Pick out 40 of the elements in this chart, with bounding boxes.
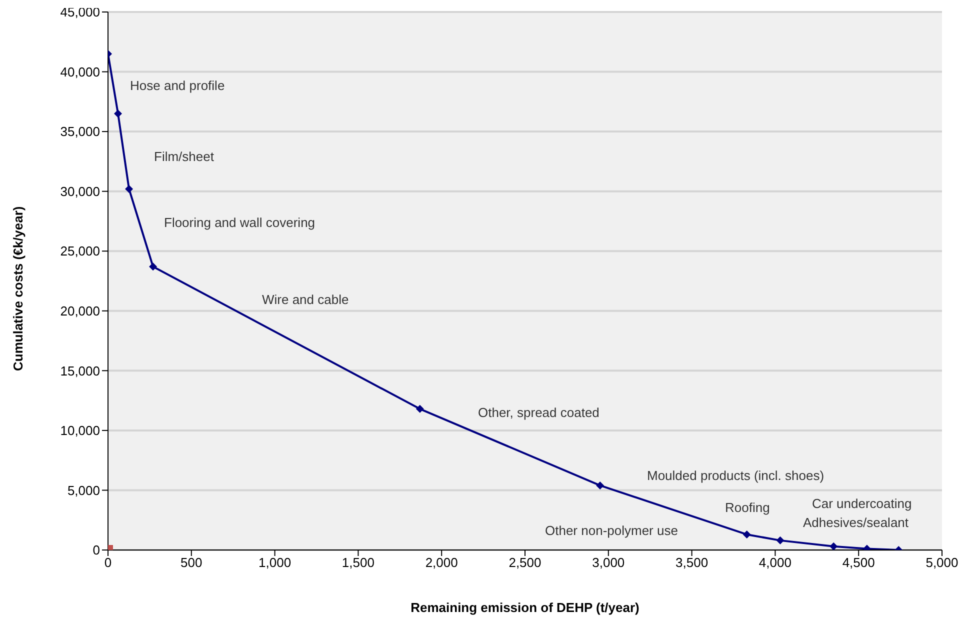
annotation: Film/sheet	[154, 149, 214, 164]
x-tick-label: 1,000	[258, 555, 292, 570]
annotation: Wire and cable	[262, 292, 349, 307]
y-tick-label: 30,000	[60, 184, 100, 199]
y-tick-label: 35,000	[60, 124, 100, 140]
point	[776, 536, 784, 544]
annotation: Flooring and wall covering	[164, 215, 316, 230]
annotation: Other, spread coated	[478, 405, 600, 420]
y-tick-label: 20,000	[60, 304, 100, 319]
point	[596, 481, 604, 490]
x-tick-label: 2,000	[425, 555, 458, 570]
annotation: Moulded products (incl. shoes)	[647, 468, 824, 483]
x-tick-label: 4,500	[842, 555, 875, 570]
point	[742, 530, 751, 538]
annotation: Car undercoating	[812, 496, 912, 511]
x-tick-label: 4,000	[758, 555, 792, 570]
point	[149, 262, 158, 271]
y-tick-label: 40,000	[60, 64, 100, 80]
annotation: Hose and profile	[130, 78, 225, 93]
x-tick-label: 2,500	[508, 555, 542, 570]
x-tick-label: 3,500	[676, 555, 708, 570]
y-axis-title: Cumulative costs (€k/year)	[10, 206, 26, 371]
y-tick-label: 10,000	[60, 423, 100, 438]
y-tick-label: 0	[92, 542, 100, 558]
annotation: Other non-polymer use	[545, 523, 678, 538]
x-axis-title: Remaining emission of DEHP (t/year)	[410, 600, 640, 615]
x-tick-label: 3,000	[592, 555, 625, 570]
x-tick-label: 1,500	[342, 555, 374, 570]
y-tick-label: 25,000	[60, 244, 100, 259]
x-tick-label: 0	[104, 555, 112, 570]
x-tick-label: 500	[180, 555, 202, 570]
y-tick-label: 5,000	[67, 482, 100, 498]
point	[416, 404, 424, 413]
x-tick-label: 5,000	[926, 555, 958, 570]
point	[830, 542, 838, 550]
annotation: Adhesives/sealant	[803, 515, 909, 530]
point	[125, 184, 134, 193]
point	[114, 110, 122, 118]
y-tick-label: 15,000	[60, 363, 100, 378]
annotation: Roofing	[725, 500, 770, 515]
